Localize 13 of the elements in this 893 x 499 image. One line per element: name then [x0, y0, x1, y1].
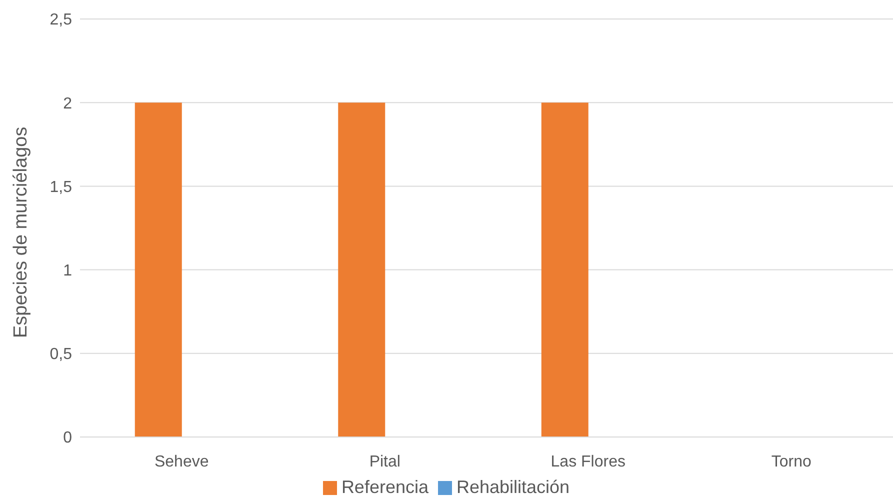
y-tick-label: 0,5: [50, 346, 72, 364]
x-tick-label: Las Flores: [550, 453, 626, 470]
x-tick-label: Pital: [369, 453, 400, 470]
y-tick-label: 1: [63, 262, 72, 280]
y-axis-title: Especies de murciélagos: [10, 126, 32, 338]
x-tick-label: Seheve: [154, 453, 209, 470]
legend-label: Rehabilitación: [456, 477, 570, 497]
x-tick-label: Torno: [771, 453, 812, 470]
y-tick-label: 1,5: [50, 178, 72, 196]
y-tick-label: 0: [63, 430, 72, 447]
y-tick-label: 2: [63, 95, 72, 112]
legend-label: Referencia: [341, 477, 428, 497]
y-tick-label: 2,5: [50, 12, 72, 29]
